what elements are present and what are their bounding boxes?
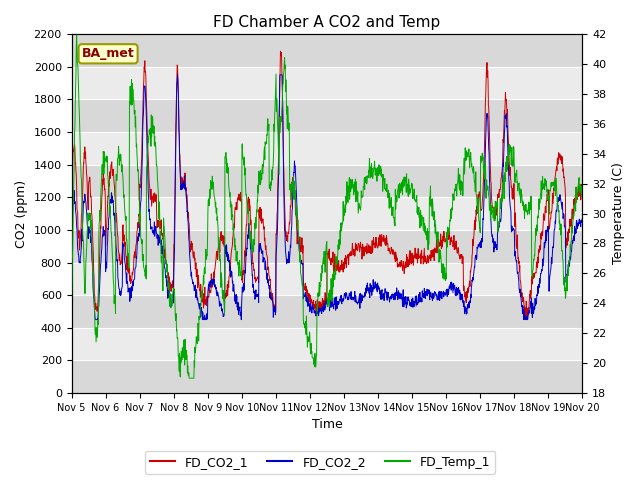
Bar	[72, 295, 582, 328]
Bar	[72, 99, 582, 132]
Bar	[72, 360, 582, 393]
Bar	[72, 197, 582, 230]
Bar	[72, 67, 582, 99]
Bar	[72, 132, 582, 165]
Bar	[72, 328, 582, 360]
Bar	[72, 230, 582, 263]
Bar	[72, 34, 582, 67]
Legend: FD_CO2_1, FD_CO2_2, FD_Temp_1: FD_CO2_1, FD_CO2_2, FD_Temp_1	[145, 451, 495, 474]
X-axis label: Time: Time	[312, 419, 342, 432]
Y-axis label: Temperature (C): Temperature (C)	[612, 163, 625, 264]
Bar	[72, 165, 582, 197]
Text: BA_met: BA_met	[82, 48, 134, 60]
Y-axis label: CO2 (ppm): CO2 (ppm)	[15, 180, 28, 248]
Bar	[72, 263, 582, 295]
Title: FD Chamber A CO2 and Temp: FD Chamber A CO2 and Temp	[213, 15, 440, 30]
